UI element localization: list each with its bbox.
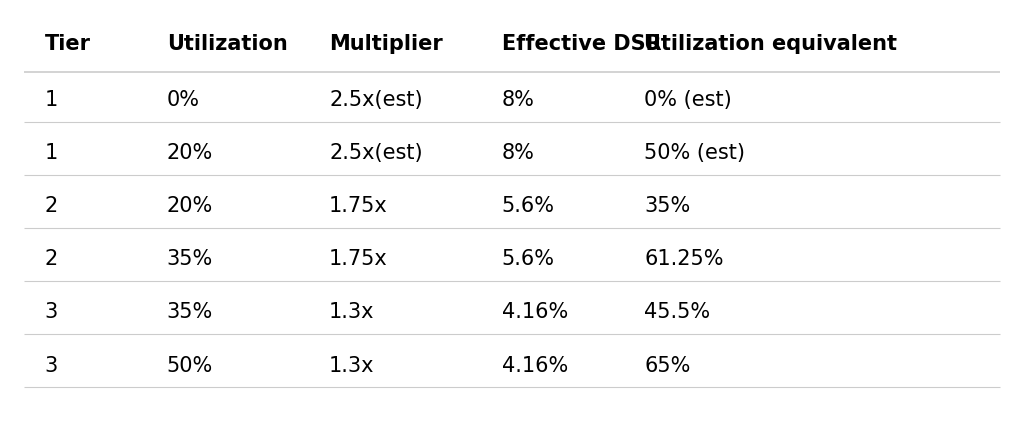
- Text: 1.75x: 1.75x: [329, 196, 388, 216]
- Text: 5.6%: 5.6%: [502, 249, 555, 269]
- Text: 2.5x(est): 2.5x(est): [329, 143, 423, 163]
- Text: 65%: 65%: [644, 356, 690, 375]
- Text: 35%: 35%: [167, 249, 213, 269]
- Text: 0% (est): 0% (est): [644, 90, 732, 110]
- Text: 35%: 35%: [167, 303, 213, 322]
- Text: 4.16%: 4.16%: [502, 303, 568, 322]
- Text: 8%: 8%: [502, 143, 535, 163]
- Text: 45.5%: 45.5%: [644, 303, 711, 322]
- Text: Utilization equivalent: Utilization equivalent: [644, 34, 897, 54]
- Text: 8%: 8%: [502, 90, 535, 110]
- Text: Tier: Tier: [45, 34, 91, 54]
- Text: 50%: 50%: [167, 356, 213, 375]
- Text: Multiplier: Multiplier: [329, 34, 443, 54]
- Text: 2.5x(est): 2.5x(est): [329, 90, 423, 110]
- Text: Effective DSR: Effective DSR: [502, 34, 662, 54]
- Text: 1: 1: [45, 90, 58, 110]
- Text: 0%: 0%: [167, 90, 200, 110]
- Text: 1.75x: 1.75x: [329, 249, 388, 269]
- Text: 20%: 20%: [167, 143, 213, 163]
- Text: 3: 3: [45, 303, 58, 322]
- Text: 1.3x: 1.3x: [329, 356, 375, 375]
- Text: 2: 2: [45, 249, 58, 269]
- Text: 4.16%: 4.16%: [502, 356, 568, 375]
- Text: 3: 3: [45, 356, 58, 375]
- Text: 61.25%: 61.25%: [644, 249, 724, 269]
- Text: 1.3x: 1.3x: [329, 303, 375, 322]
- Text: 20%: 20%: [167, 196, 213, 216]
- Text: 2: 2: [45, 196, 58, 216]
- Text: 5.6%: 5.6%: [502, 196, 555, 216]
- Text: Utilization: Utilization: [167, 34, 288, 54]
- Text: 1: 1: [45, 143, 58, 163]
- Text: 50% (est): 50% (est): [644, 143, 745, 163]
- Text: 35%: 35%: [644, 196, 690, 216]
